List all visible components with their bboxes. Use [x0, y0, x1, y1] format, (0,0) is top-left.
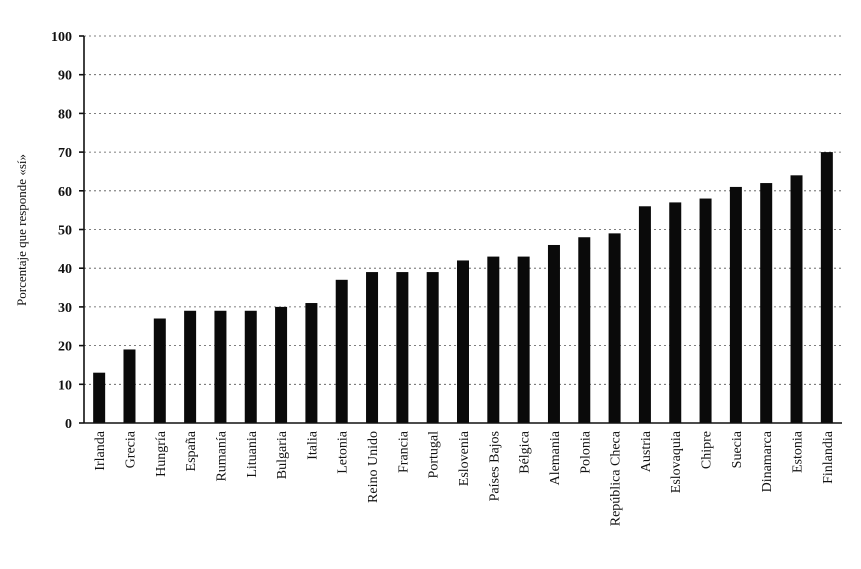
bar	[820, 152, 833, 423]
y-tick-label: 40	[58, 262, 72, 277]
bar	[487, 256, 500, 423]
bar	[123, 349, 136, 423]
x-tick-label: Alemania	[548, 430, 563, 485]
bar	[366, 272, 379, 423]
y-tick-labels: 0 10 20 30 40 50 60 70 80 90 100	[51, 30, 84, 432]
x-tick-label: Eslovenia	[457, 430, 472, 486]
x-tick-label: Chipre	[700, 431, 715, 469]
x-tick-label: República Checa	[609, 430, 624, 526]
y-tick-label: 60	[58, 185, 72, 200]
bar	[93, 372, 106, 423]
x-tick-label: Países Bajos	[487, 431, 502, 501]
x-tick-label: Reino Unido	[366, 431, 381, 503]
x-tick-label: Polonia	[578, 430, 593, 474]
bar	[578, 237, 591, 423]
y-tick-label: 70	[58, 146, 72, 161]
bar	[760, 183, 773, 423]
x-tick-label: Francia	[396, 430, 411, 473]
x-tick-label: Estonia	[791, 430, 806, 473]
y-tick-label: 30	[58, 301, 72, 316]
x-tick-label: Finlandia	[821, 430, 836, 484]
x-tick-labels: Irlanda Grecia Hungría España Rumanía Lituani…	[93, 430, 836, 526]
bar	[547, 244, 560, 423]
x-tick-label: Dinamarca	[760, 430, 775, 492]
bar	[426, 272, 439, 423]
bar	[305, 303, 318, 423]
x-tick-label: Hungría	[154, 430, 169, 477]
x-tick-label: Lituania	[245, 430, 260, 477]
bar	[699, 198, 712, 423]
x-tick-label: Eslovaquia	[669, 430, 684, 493]
x-tick-label: Bulgaria	[275, 430, 290, 479]
bar	[608, 233, 621, 423]
bar	[244, 310, 257, 423]
y-tick-label: 100	[51, 30, 72, 45]
y-tick-label: 90	[58, 69, 72, 84]
bar	[638, 206, 651, 423]
y-tick-label: 0	[65, 417, 72, 432]
bar	[517, 256, 530, 423]
bar	[729, 186, 742, 423]
y-axis-label: Porcentaje que responde «sí»	[14, 154, 29, 306]
x-tick-label: Irlanda	[93, 430, 108, 470]
bar	[153, 318, 166, 423]
bar	[790, 175, 803, 423]
y-tick-label: 10	[58, 378, 72, 393]
bar	[214, 310, 227, 423]
x-tick-label: Letonia	[336, 430, 351, 474]
bars	[93, 152, 833, 423]
x-tick-label: Portugal	[427, 431, 442, 479]
bar	[275, 306, 288, 423]
x-tick-label: Austria	[639, 430, 654, 472]
y-tick-label: 80	[58, 107, 72, 122]
bar	[335, 279, 348, 423]
x-tick-label: Rumanía	[214, 430, 229, 481]
x-tick-label: Italia	[305, 430, 320, 460]
y-tick-label: 20	[58, 340, 72, 355]
x-tick-label: España	[184, 430, 199, 471]
bar	[396, 272, 409, 423]
bar	[669, 202, 682, 423]
x-tick-label: Bélgica	[518, 430, 533, 474]
x-tick-label: Suecia	[730, 430, 745, 468]
y-tick-label: 50	[58, 224, 72, 239]
bar	[457, 260, 469, 423]
x-tick-label: Grecia	[123, 430, 138, 468]
gridlines	[84, 35, 842, 385]
bar	[184, 310, 197, 423]
